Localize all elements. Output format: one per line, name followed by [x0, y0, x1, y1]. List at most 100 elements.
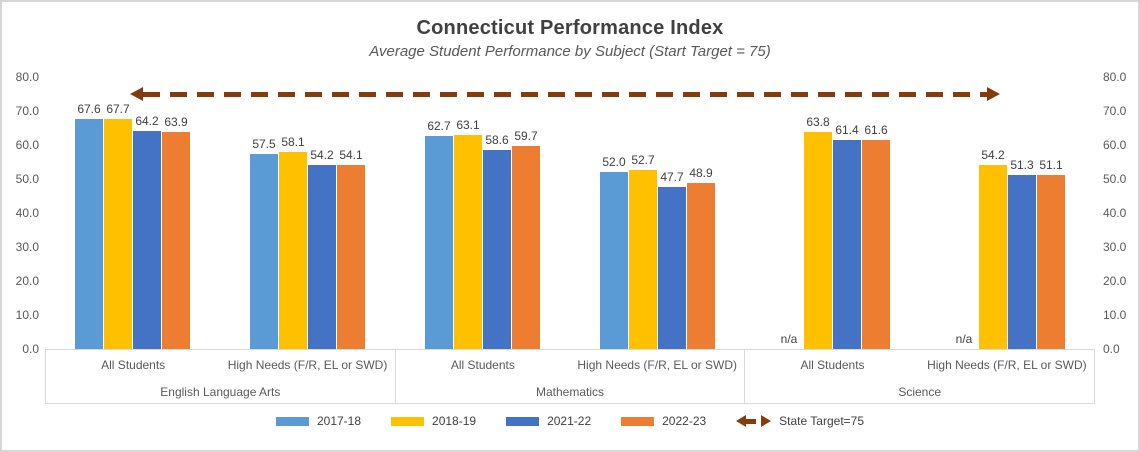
bar-2017-18: 67.6	[75, 102, 103, 349]
legend-item-2022-23: 2022-23	[621, 414, 706, 428]
y-axis-right: 0.0 10.0 20.0 30.0 40.0 50.0 60.0 70.0 80.0	[1095, 70, 1132, 356]
bar-slot: 48.9	[687, 77, 715, 349]
subject-label: Science	[898, 385, 942, 399]
category-label: All Students	[800, 358, 865, 372]
bar-slot: 67.6	[75, 77, 103, 349]
bar-2017-18: 52.0	[600, 155, 628, 349]
category-label: High Needs (F/R, EL or SWD)	[927, 358, 1087, 372]
y-axis-left: 0.0 10.0 20.0 30.0 40.0 50.0 60.0 70.0 80.0	[8, 70, 45, 356]
target-arrow-left-icon	[130, 87, 143, 101]
chart-subtitle: Average Student Performance by Subject (…	[369, 43, 771, 60]
bar-slot: 64.2	[133, 77, 161, 349]
legend-item-2018-19: 2018-19	[391, 414, 476, 428]
y-axis-tick-label: 30.0	[15, 240, 39, 254]
legend-label: 2021-22	[547, 414, 592, 428]
bar-2021-22: 51.3	[1008, 158, 1036, 349]
bar-value-label: 63.8	[806, 115, 830, 130]
category-band-subject: All Students High Needs (F/R, EL or SWD) M…	[394, 350, 745, 403]
category-band-groups: All Students High Needs (F/R, EL or SWD)	[745, 358, 1094, 377]
bar-value-label: 59.7	[514, 129, 538, 143]
bar-slot: 61.4	[833, 77, 861, 349]
bar-2021-22: 58.6	[483, 133, 511, 349]
bar-slot: 51.1	[1037, 77, 1065, 349]
category-label: High Needs (F/R, EL or SWD)	[227, 358, 388, 372]
bar-value-label: 62.7	[427, 118, 451, 133]
plot-row: 0.0 10.0 20.0 30.0 40.0 50.0 60.0 70.0 80.0 67.6…	[2, 70, 1138, 404]
bar-value-label: 54.2	[981, 147, 1005, 162]
y-axis-tick-label: 70.0	[1103, 104, 1127, 118]
y-axis-tick-label: 20.0	[15, 274, 39, 288]
state-target-line	[130, 85, 1000, 103]
bar-slot: 59.7	[512, 77, 540, 349]
bar-slot: 58.6	[483, 77, 511, 349]
bar-value-label: 54.2	[310, 147, 334, 162]
legend-swatch-icon	[621, 416, 655, 426]
target-arrow-right-icon	[987, 87, 1000, 101]
y-axis-tick-label: 40.0	[15, 206, 39, 220]
y-axis-tick-label: 0.0	[1103, 342, 1120, 356]
bar-slot: 54.2	[979, 77, 1007, 349]
category-band-groups: All Students High Needs (F/R, EL or SWD)	[396, 358, 745, 377]
bar-value-label: 57.5	[252, 136, 276, 151]
y-axis-tick-label: 0.0	[22, 342, 39, 356]
y-axis-tick-label: 60.0	[1103, 138, 1127, 152]
bar-value-label: 47.7	[660, 169, 684, 184]
bar-slot: 52.0	[600, 77, 628, 349]
subject-label: Mathematics	[535, 385, 605, 399]
plot-center-column: 67.6 67.7 64.2 63.9 57.5 58.1 54.2 54.1 62.7 63.1…	[45, 77, 1095, 404]
bar-2022-23: 61.6	[862, 123, 890, 349]
bar-slot: 63.8	[804, 77, 832, 349]
legend-swatch-icon	[506, 416, 540, 426]
legend-swatch-icon	[275, 416, 309, 426]
bar-group: n/a 63.8 61.4 61.6	[745, 77, 920, 349]
bar-slot: 62.7	[425, 77, 453, 349]
bar-2017-18: 62.7	[425, 119, 453, 349]
y-axis-tick-label: 30.0	[1103, 240, 1127, 254]
bar-2018-19: 54.2	[979, 148, 1007, 349]
bar-value-label: 61.4	[835, 123, 859, 138]
bar-value-label: 51.1	[1039, 158, 1063, 173]
y-axis-tick-label: 10.0	[15, 308, 39, 322]
legend-item-2021-22: 2021-22	[506, 414, 591, 428]
legend-item-2017-18: 2017-18	[275, 414, 362, 428]
y-axis-tick-label: 10.0	[1103, 308, 1127, 322]
bar-2022-23: 54.1	[337, 148, 365, 349]
subject-label: English Language Arts	[160, 385, 281, 399]
bar-2022-23: 48.9	[687, 166, 715, 349]
subject-column: n/a 63.8 61.4 61.6 n/a 54.2 51.3 51.1	[745, 77, 1095, 349]
y-axis-tick-label: 80.0	[1103, 70, 1127, 84]
legend-label: 2017-18	[316, 414, 362, 428]
bar-2022-23: 51.1	[1037, 158, 1065, 349]
bar-group: 67.6 67.7 64.2 63.9	[45, 77, 220, 349]
legend: 2017-18 2018-19 2021-22 2022-23 State Target…	[2, 414, 1138, 428]
bar-value-label: 61.6	[864, 122, 888, 137]
subject-column: 67.6 67.7 64.2 63.9 57.5 58.1 54.2 54.1	[45, 77, 395, 349]
bar-2018-19: 63.1	[454, 118, 482, 349]
legend-item-state-target: State Target=75	[736, 414, 864, 428]
bar-value-label: n/a	[955, 332, 973, 346]
bar-2021-22: 47.7	[658, 170, 686, 349]
category-band-subject: All Students High Needs (F/R, EL or SWD) S…	[744, 350, 1094, 403]
bar-group: 52.0 52.7 47.7 48.9	[570, 77, 745, 349]
category-axis-band: All Students High Needs (F/R, EL or SWD) E…	[45, 350, 1095, 404]
bar-value-label: 52.0	[602, 155, 626, 170]
bar-value-label: 63.1	[456, 117, 480, 132]
category-band-subject: All Students High Needs (F/R, EL or SWD) E…	[46, 350, 395, 403]
bar-slot: 54.1	[337, 77, 365, 349]
y-axis-tick-label: 80.0	[15, 70, 39, 84]
legend-swatch-icon	[391, 416, 425, 426]
y-axis-tick-label: 50.0	[1103, 172, 1127, 186]
arrow-right-icon	[761, 415, 772, 427]
bar-slot: 67.7	[104, 77, 132, 349]
category-label: All Students	[101, 358, 166, 372]
bar-value-label: 64.2	[135, 113, 159, 128]
bar-group: n/a 54.2 51.3 51.1	[920, 77, 1095, 349]
bar-slot: 47.7	[658, 77, 686, 349]
plot-area: 67.6 67.7 64.2 63.9 57.5 58.1 54.2 54.1 62.7 63.1…	[45, 77, 1095, 350]
bar-value-label: 67.6	[77, 102, 101, 117]
bar-value-label: 58.1	[281, 134, 305, 149]
bar-slot: n/a	[950, 77, 978, 349]
y-axis-tick-label: 40.0	[1103, 206, 1127, 220]
subject-column: 62.7 63.1 58.6 59.7 52.0 52.7 47.7 48.9	[395, 77, 745, 349]
bar-value-label: n/a	[780, 332, 798, 346]
